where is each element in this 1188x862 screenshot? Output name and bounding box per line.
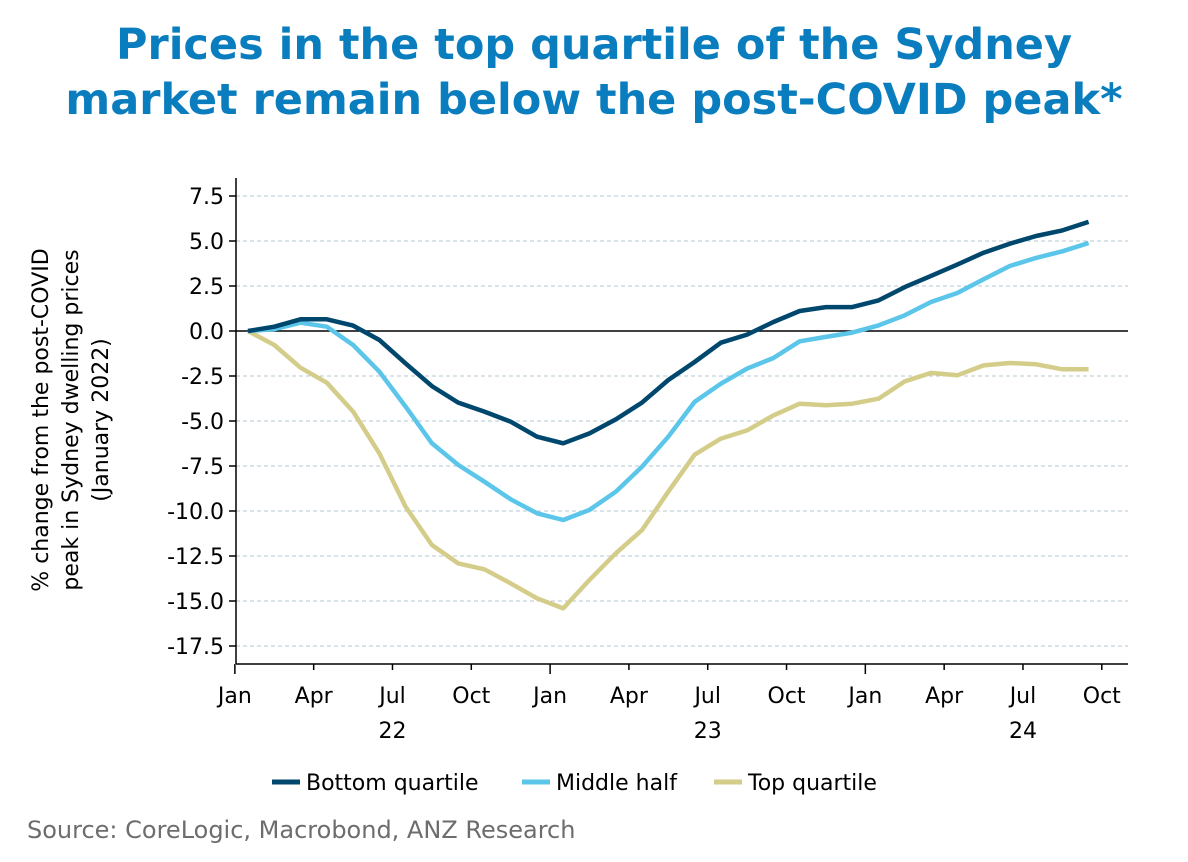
y-tick-label: -10.0 [167,500,224,525]
title-line-2: market remain below the post-COVID peak* [65,75,1123,125]
chart-title: Prices in the top quartile of the Sydney… [0,18,1188,128]
y-tick-label: -15.0 [167,590,224,615]
title-line-1: Prices in the top quartile of the Sydney [115,20,1073,70]
x-tick-label: Jul [692,684,721,709]
x-tick-label: Jan [216,684,252,709]
year-label: 24 [1009,719,1037,744]
x-tick-label: Apr [925,684,964,709]
y-tick-label: 7.5 [189,185,224,210]
x-tick-label: Jul [1008,684,1037,709]
y-tick-label: -17.5 [167,635,224,660]
y-axis-label-line: (January 2022) [89,338,114,502]
y-axis-label-line: % change from the post-COVID [29,248,54,591]
y-tick-label: 0.0 [189,320,224,345]
y-tick-label: 5.0 [189,230,224,255]
legend-label: Middle half [556,771,678,796]
x-tick-label: Apr [610,684,649,709]
series-line-bottom-quartile [247,219,1090,446]
y-tick-label: 2.5 [189,275,224,300]
x-tick-label: Oct [768,684,806,709]
legend-label: Top quartile [747,771,877,796]
y-axis-label: % change from the post-COVID peak in Sydn… [29,248,114,591]
source-note: Source: CoreLogic, Macrobond, ANZ Resear… [27,816,576,844]
year-label: 23 [694,719,722,744]
x-tick-label: Jan [846,684,882,709]
x-tick-label: Oct [452,684,490,709]
x-tick-label: Oct [1083,684,1121,709]
legend-label: Bottom quartile [306,771,479,796]
y-tick-label: -12.5 [167,545,224,570]
x-tick-label: Jul [377,684,406,709]
y-tick-label: -2.5 [181,365,224,390]
y-axis-label-line: peak in Sydney dwelling prices [59,249,84,590]
series-line-top-quartile [246,329,1089,611]
y-tick-label: -7.5 [181,455,224,480]
series-line-middle-half [247,240,1090,523]
year-label: 22 [378,719,406,744]
x-tick-label: Apr [295,684,334,709]
x-tick-label: Jan [531,684,567,709]
y-tick-label: -5.0 [181,410,224,435]
